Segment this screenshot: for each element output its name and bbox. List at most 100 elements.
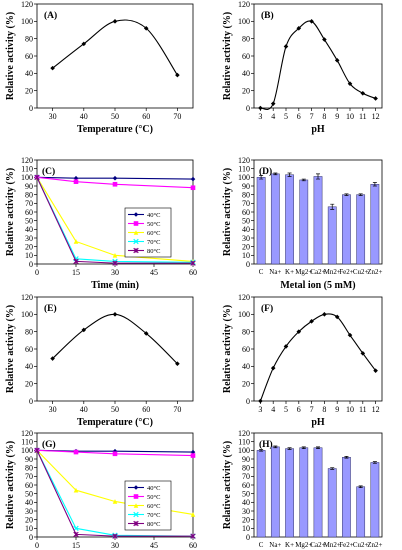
y-tick-label: 40 xyxy=(242,498,250,507)
data-point xyxy=(50,356,55,361)
panel-letter: (A) xyxy=(44,10,57,21)
y-tick-label: 100 xyxy=(238,173,250,182)
x-tick-label: 60 xyxy=(189,541,197,550)
data-point xyxy=(73,258,79,265)
x-tick-label: 30 xyxy=(49,405,57,414)
bar xyxy=(256,450,266,538)
legend-marker xyxy=(133,520,139,527)
bar xyxy=(270,446,280,538)
y-tick-label: 110 xyxy=(238,164,250,173)
y-tick-label: 100 xyxy=(21,17,33,26)
x-axis-title: Metal ion (5 mM) xyxy=(280,280,355,291)
panel-letter: (H) xyxy=(259,439,273,450)
data-point xyxy=(373,368,378,373)
y-tick-label: 40 xyxy=(242,362,250,371)
y-axis-title: Relative activity (%) xyxy=(5,441,16,529)
y-tick-label: 0 xyxy=(246,397,250,406)
y-axis-title: Relative activity (%) xyxy=(5,12,16,100)
series-line-50°C xyxy=(36,449,194,457)
y-tick-label: 40 xyxy=(242,225,250,234)
y-tick-label: 120 xyxy=(238,429,250,438)
y-tick-label: 20 xyxy=(242,86,250,95)
x-tick-label: 7 xyxy=(310,405,314,414)
x-tick-label: Mn2+ xyxy=(324,268,341,276)
series-line-40°C xyxy=(36,176,194,180)
series-line-80°C xyxy=(36,450,193,537)
y-tick-label: 60 xyxy=(242,481,250,490)
y-tick-label: 70 xyxy=(242,472,250,481)
x-tick-label: 10 xyxy=(346,112,354,121)
y-tick-label: 100 xyxy=(21,173,33,182)
data-point xyxy=(34,174,40,181)
y-tick-label: 50 xyxy=(25,216,33,225)
error-bar xyxy=(330,467,335,470)
data-point xyxy=(73,531,79,538)
bar xyxy=(313,176,323,265)
data-point xyxy=(112,312,118,317)
x-tick-label: 30 xyxy=(111,541,119,550)
error-bar xyxy=(301,178,306,182)
x-tick-label: 5 xyxy=(284,112,288,121)
x-tick-label: Na+ xyxy=(269,541,281,549)
legend-marker xyxy=(133,511,139,518)
y-tick-label: 20 xyxy=(242,515,250,524)
y-tick-label: 0 xyxy=(246,533,250,542)
bar xyxy=(327,206,337,265)
data-point xyxy=(81,41,87,47)
y-tick-label: 110 xyxy=(21,437,33,446)
x-tick-label: 15 xyxy=(72,541,80,550)
y-tick-label: 10 xyxy=(242,251,250,260)
y-tick-label: 60 xyxy=(25,481,33,490)
data-point xyxy=(190,533,196,539)
x-tick-label: Ca2+ xyxy=(310,268,325,276)
y-tick-label: 120 xyxy=(21,0,33,9)
series-line-50°C xyxy=(36,176,194,189)
x-tick-label: Cu2+ xyxy=(353,541,369,549)
legend-label: 80°C xyxy=(147,248,160,255)
x-tick-label: 4 xyxy=(271,112,275,121)
x-tick-label: 50 xyxy=(111,112,119,121)
y-tick-label: 100 xyxy=(21,310,33,319)
series-line-60°C xyxy=(36,177,194,262)
panel-letter: (C) xyxy=(42,166,55,177)
y-tick-label: 20 xyxy=(25,242,33,251)
x-tick-label: Mg2+ xyxy=(295,541,312,549)
data-point xyxy=(73,239,79,244)
bar xyxy=(299,179,309,265)
x-tick-label: 70 xyxy=(173,405,181,414)
y-tick-label: 20 xyxy=(25,379,33,388)
error-bar xyxy=(358,193,363,196)
y-tick-label: 120 xyxy=(238,156,250,165)
y-tick-label: 40 xyxy=(25,69,33,78)
data-point xyxy=(334,58,340,63)
y-axis-title: Relative activity (%) xyxy=(222,168,233,256)
x-tick-label: 40 xyxy=(80,112,88,121)
bar xyxy=(285,174,294,265)
data-point xyxy=(73,487,79,493)
data-point xyxy=(360,351,366,356)
data-point xyxy=(112,451,118,457)
y-tick-label: 60 xyxy=(242,345,250,354)
x-tick-label: Fe2+ xyxy=(339,268,354,276)
x-tick-label: 12 xyxy=(372,405,380,414)
y-tick-label: 30 xyxy=(242,234,250,243)
data-point xyxy=(112,260,118,266)
data-point xyxy=(347,81,353,87)
y-tick-label: 70 xyxy=(242,199,250,208)
data-point xyxy=(112,533,118,539)
data-point xyxy=(190,176,196,182)
chart-panel-a: 0 20 40 60 80 100 120 30 40 50 60 70 Temperature (°C… xyxy=(5,0,194,135)
error-bar xyxy=(372,461,377,464)
data-point xyxy=(34,447,40,454)
legend-label: 70°C xyxy=(147,512,160,519)
y-tick-label: 0 xyxy=(29,260,33,269)
data-point xyxy=(270,365,276,371)
chart-panel-b: 0 20 40 60 80 100 120 3 4 5 6 7 8 9 10 11 12 pH Relative a… xyxy=(222,0,383,135)
series-line-0 xyxy=(260,20,376,110)
x-tick-label: K+ xyxy=(285,541,294,549)
bar xyxy=(342,194,351,265)
y-tick-label: 10 xyxy=(25,524,33,533)
legend-marker xyxy=(133,230,139,235)
data-point xyxy=(296,25,302,31)
